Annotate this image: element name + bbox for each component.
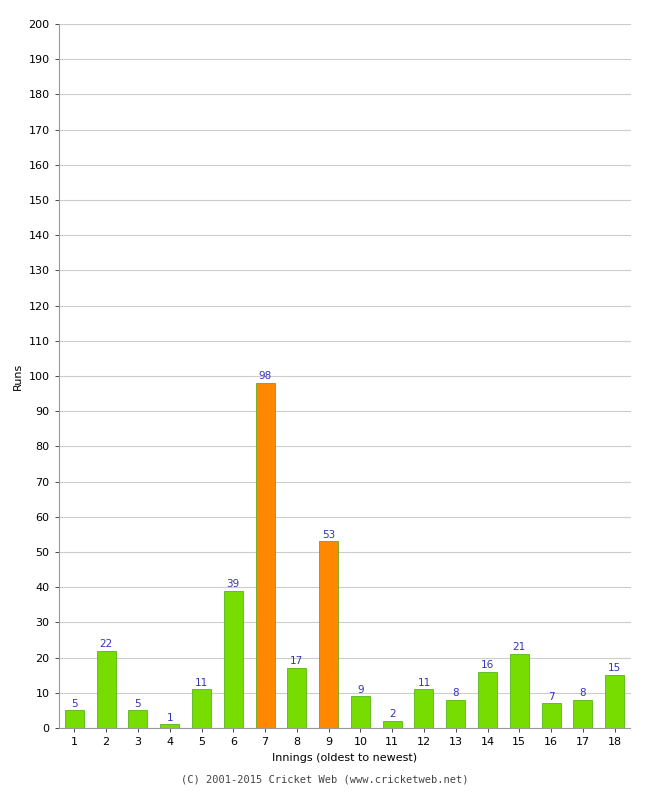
Bar [446, 700, 465, 728]
Text: 17: 17 [290, 656, 304, 666]
Bar [129, 710, 148, 728]
Text: 11: 11 [195, 678, 208, 687]
Text: 21: 21 [513, 642, 526, 652]
Text: 39: 39 [227, 579, 240, 589]
Bar [65, 710, 84, 728]
Text: 8: 8 [580, 688, 586, 698]
Bar [351, 696, 370, 728]
Text: 11: 11 [417, 678, 430, 687]
Text: 1: 1 [166, 713, 173, 722]
Text: 7: 7 [548, 691, 554, 702]
Bar [541, 703, 560, 728]
Bar [478, 672, 497, 728]
Text: (C) 2001-2015 Cricket Web (www.cricketweb.net): (C) 2001-2015 Cricket Web (www.cricketwe… [181, 774, 469, 784]
Bar [287, 668, 306, 728]
Text: 16: 16 [481, 660, 494, 670]
Bar [415, 690, 434, 728]
Bar [192, 690, 211, 728]
Text: 53: 53 [322, 530, 335, 540]
Text: 98: 98 [259, 371, 272, 382]
Bar [383, 721, 402, 728]
Text: 5: 5 [71, 698, 78, 709]
Bar [510, 654, 529, 728]
Bar [573, 700, 592, 728]
Bar [160, 725, 179, 728]
X-axis label: Innings (oldest to newest): Innings (oldest to newest) [272, 753, 417, 762]
Text: 9: 9 [357, 685, 364, 694]
Text: 8: 8 [452, 688, 459, 698]
Text: 15: 15 [608, 663, 621, 674]
Text: 5: 5 [135, 698, 141, 709]
Text: 22: 22 [99, 638, 113, 649]
Bar [224, 590, 243, 728]
Bar [255, 383, 274, 728]
Bar [97, 650, 116, 728]
Bar [605, 675, 624, 728]
Y-axis label: Runs: Runs [13, 362, 23, 390]
Bar [319, 542, 338, 728]
Text: 2: 2 [389, 709, 395, 719]
